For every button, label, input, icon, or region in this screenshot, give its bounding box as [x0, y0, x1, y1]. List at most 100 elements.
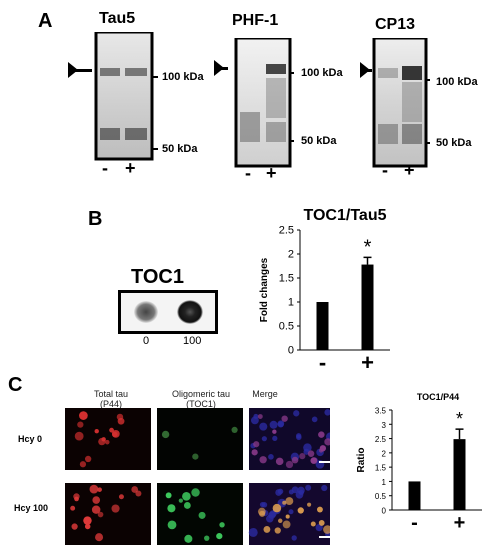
dot-blot-title: TOC1 [131, 266, 184, 288]
col-header-total-tau: Total tau (P44) [66, 389, 156, 409]
lane-plus: + [125, 158, 136, 178]
cell [285, 460, 294, 469]
cell [74, 496, 79, 502]
nucleus [261, 436, 267, 442]
cell [281, 415, 288, 422]
cell [251, 449, 258, 456]
y-tick-label: 1.5 [279, 273, 294, 285]
nucleus [296, 434, 302, 441]
y-tick-label: 2.5 [375, 435, 387, 444]
bar [453, 439, 466, 510]
cell [275, 457, 284, 466]
cell [253, 441, 260, 448]
cell [204, 535, 210, 541]
cell [95, 533, 104, 542]
nucleus [311, 416, 318, 423]
cell [192, 453, 199, 460]
band [266, 122, 286, 142]
band [266, 64, 286, 74]
lane-minus: - [382, 160, 388, 180]
microscopy-grid [65, 408, 330, 545]
cell [84, 455, 92, 463]
nucleus [321, 484, 328, 492]
cell [318, 431, 325, 438]
cell [285, 514, 290, 519]
bar-chart-toc1-p44: TOC1/P44 Ratio 0 0.5 1 1.5 2 2.5 3 3.5 - * + [356, 392, 482, 534]
cell [182, 491, 191, 501]
cell [291, 456, 299, 464]
marker-100-kda: 100 kDa [162, 71, 204, 83]
y-tick-label: 0.5 [375, 492, 387, 501]
cell [274, 527, 281, 534]
cell [71, 523, 78, 530]
band [378, 124, 398, 144]
cell [131, 486, 139, 493]
marker-100-kda: 100 kDa [436, 76, 478, 88]
cell [277, 518, 283, 524]
nucleus [248, 527, 258, 537]
cell [183, 502, 191, 509]
smear [266, 78, 286, 118]
col-header-line: (P44) [99, 399, 122, 409]
cell [323, 525, 330, 534]
marker-100-kda: 100 kDa [301, 67, 343, 79]
cell [109, 427, 114, 433]
band [402, 124, 422, 144]
col-header-line: (TOC1) [186, 399, 216, 409]
cell [318, 520, 325, 526]
cell [161, 430, 170, 439]
panel-c-letter: C [8, 374, 23, 396]
y-tick-label: 1 [288, 297, 294, 309]
nucleus [305, 484, 312, 491]
cell [198, 511, 206, 519]
cell [307, 450, 315, 457]
row-label-hcy-0: Hcy 0 [18, 434, 43, 444]
cell [263, 525, 271, 533]
band [240, 112, 260, 142]
cell [272, 503, 282, 513]
lane-minus: - [102, 158, 108, 178]
chart-title: TOC1/Tau5 [304, 207, 387, 224]
lane-plus: + [404, 160, 415, 180]
col-header-line: Merge [252, 389, 278, 399]
lane-minus: - [245, 163, 251, 183]
cell [118, 494, 124, 500]
cell [307, 502, 312, 507]
y-tick-label: 1 [382, 478, 387, 487]
cell [79, 411, 88, 420]
col-header-line: Oligomeric tau [171, 389, 231, 399]
cell [282, 520, 291, 529]
significance-star: * [456, 409, 463, 429]
y-tick-label: 2 [288, 249, 294, 261]
micrograph-panel [157, 408, 243, 470]
cell [310, 521, 316, 527]
cell [111, 429, 120, 438]
arrow-shaft [70, 69, 92, 72]
arrow-shaft [362, 69, 372, 72]
cell [231, 426, 238, 433]
cell [318, 448, 324, 453]
nucleus [272, 435, 278, 441]
cell [257, 414, 263, 420]
western-blot-phf1 [214, 38, 294, 168]
col-header-line: Total tau [93, 389, 129, 399]
cell [91, 505, 101, 514]
scale-bar [319, 461, 330, 463]
cell [216, 532, 223, 540]
panel-b-letter: B [88, 208, 103, 230]
band [125, 128, 147, 140]
cell [97, 511, 104, 518]
y-axis-label: Ratio [356, 448, 367, 473]
cell [167, 504, 176, 513]
cell [310, 457, 318, 464]
blot-membrane [372, 38, 428, 168]
y-tick-label: 3.5 [375, 407, 387, 416]
band [402, 66, 422, 80]
cell [117, 417, 125, 425]
lane-plus: + [266, 163, 277, 183]
cell [272, 429, 277, 434]
nucleus [268, 454, 274, 460]
chart-title: TOC1/P44 [417, 392, 459, 402]
cell [297, 507, 304, 514]
marker-50-kda: 50 kDa [436, 137, 472, 149]
